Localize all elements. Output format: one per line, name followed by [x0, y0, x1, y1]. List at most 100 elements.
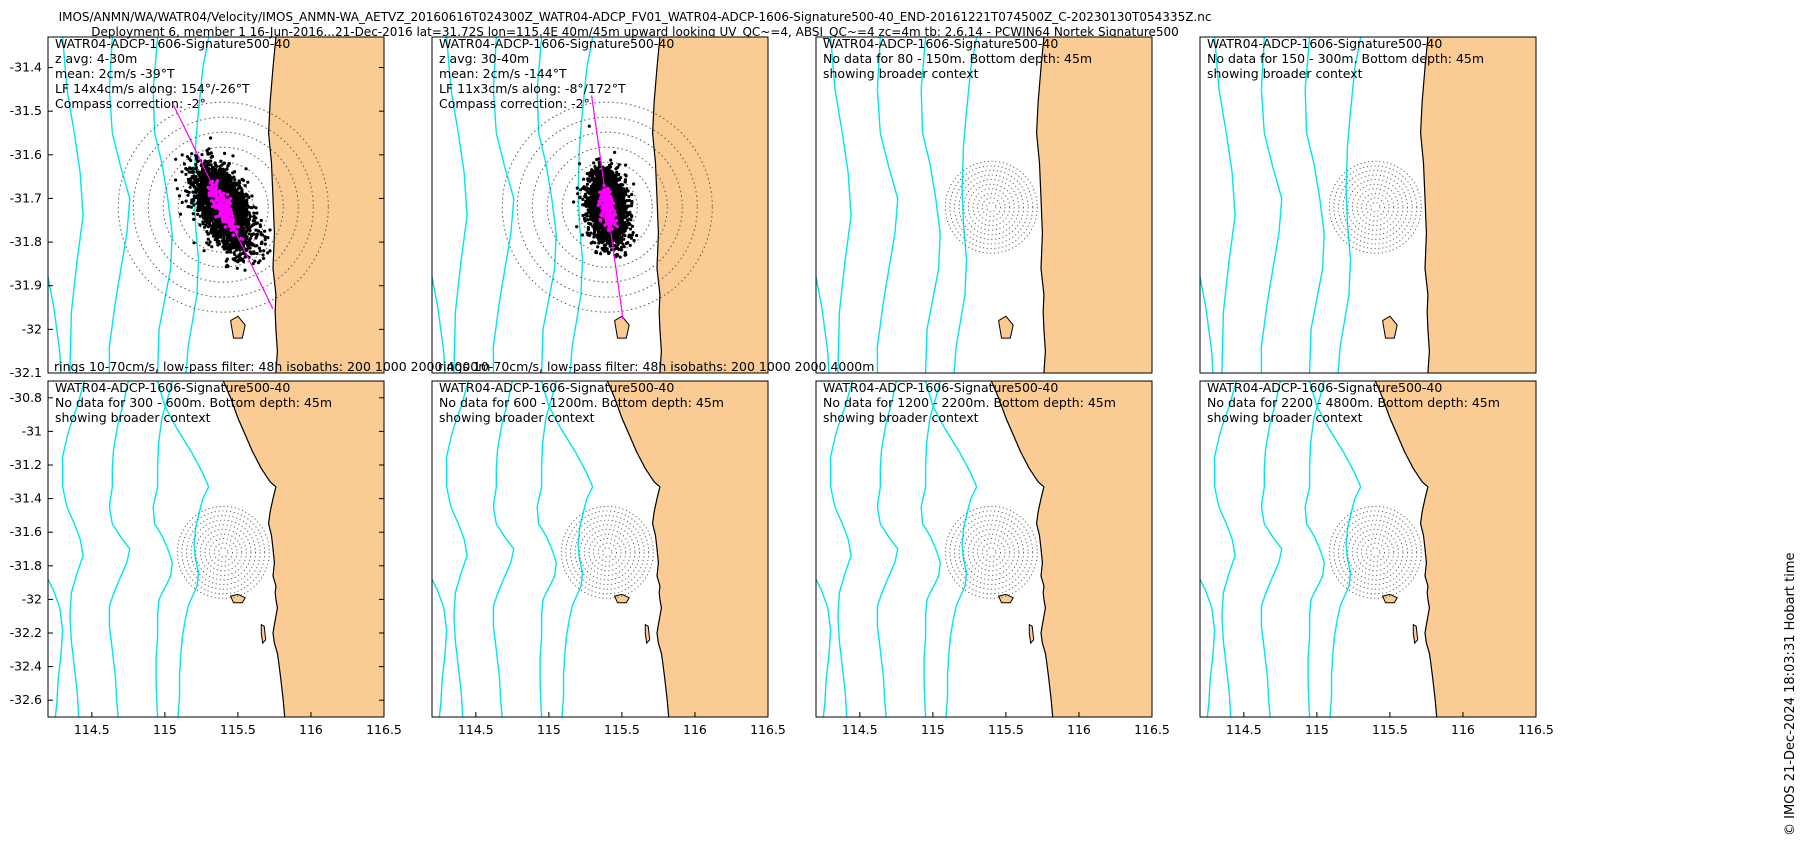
- scatter-point: [205, 230, 209, 234]
- scatter-point: [220, 239, 224, 243]
- scatter-point: [222, 236, 226, 240]
- scatter-point: [207, 196, 211, 201]
- coastline: [651, 37, 663, 373]
- speed-ring: [531, 131, 683, 283]
- station-label: WATR04-ADCP-1606-Signature500-40: [55, 36, 290, 51]
- scatter-point: [208, 159, 213, 163]
- scatter-point: [227, 184, 231, 188]
- scatter-point: [184, 199, 188, 203]
- scatter-point: [192, 194, 196, 198]
- scatter-point: [244, 231, 248, 235]
- scatter-point: [244, 239, 248, 243]
- scatter-point: [244, 217, 248, 221]
- scatter-point: [240, 234, 244, 238]
- scatter-point: [223, 186, 227, 190]
- scatter-point: [236, 260, 240, 264]
- isobath-line: [152, 37, 173, 373]
- scatter-point: [200, 212, 205, 216]
- scatter-point: [213, 238, 217, 242]
- y-tick-label: -31.9: [10, 278, 42, 293]
- y-tick-label: -32.1: [10, 365, 42, 380]
- scatter-point: [238, 203, 242, 207]
- scatter-point: [226, 173, 231, 177]
- lowpass-point: [240, 237, 245, 242]
- scatter-point: [220, 163, 224, 167]
- scatter-point: [210, 154, 214, 158]
- scatter-point: [223, 228, 227, 232]
- scatter-point: [224, 232, 228, 237]
- scatter-point: [208, 205, 212, 209]
- scatter-point: [245, 193, 249, 197]
- scatter-point: [249, 236, 253, 240]
- scatter-point: [630, 199, 634, 204]
- lowpass-point: [236, 225, 240, 229]
- scatter-point: [234, 183, 238, 187]
- lowpass-point: [221, 195, 225, 199]
- scatter-point: [582, 177, 586, 181]
- scatter-point: [227, 188, 231, 193]
- scatter-point: [206, 161, 210, 166]
- scatter-point: [226, 250, 230, 254]
- scatter-point: [174, 157, 178, 161]
- scatter-point: [226, 238, 230, 242]
- scatter-point: [628, 227, 633, 231]
- scatter-point: [617, 163, 621, 167]
- scatter-point: [191, 181, 195, 185]
- scatter-point: [224, 259, 228, 263]
- scatter-point: [620, 245, 624, 249]
- scatter-point: [200, 208, 204, 212]
- scatter-point: [577, 162, 582, 166]
- scatter-point: [238, 231, 242, 235]
- scatter-point: [252, 214, 256, 219]
- scatter-point: [258, 249, 262, 253]
- scatter-point: [204, 183, 208, 187]
- scatter-point: [240, 225, 244, 230]
- isobath-line: [447, 0, 469, 37]
- scatter-point: [198, 223, 202, 227]
- scatter-point: [263, 238, 267, 242]
- scatter-point: [246, 180, 250, 184]
- lowpass-point: [207, 193, 212, 198]
- scatter-point: [244, 236, 248, 240]
- scatter-point: [252, 222, 256, 227]
- y-tick-label: -31.5: [10, 103, 42, 118]
- scatter-point: [208, 223, 212, 227]
- scatter-point: [623, 251, 627, 255]
- isobath-line: [48, 276, 62, 373]
- scatter-point: [191, 166, 195, 170]
- scatter-point: [224, 190, 228, 194]
- scatter-point: [200, 198, 204, 202]
- scatter-point: [232, 251, 236, 255]
- y-tick-label: -31.8: [10, 234, 42, 249]
- y-tick-label: -31.6: [10, 147, 42, 162]
- scatter-point: [250, 194, 254, 198]
- info-line: z avg: 4-30m: [55, 51, 137, 66]
- scatter-point: [180, 170, 184, 174]
- scatter-point: [262, 256, 266, 260]
- scatter-point: [625, 211, 629, 215]
- scatter-point: [252, 211, 256, 215]
- along-axis-line: [173, 105, 274, 310]
- scatter-point: [174, 178, 178, 182]
- figure-title-line-1: IMOS/ANMN/WA/WATR04/Velocity/IMOS_ANMN-W…: [58, 10, 1212, 24]
- speed-ring: [501, 101, 713, 313]
- scatter-point: [210, 167, 214, 171]
- lowpass-point: [218, 211, 222, 215]
- island-rottnest: [230, 315, 246, 339]
- scatter-point: [253, 244, 257, 248]
- scatter-point: [585, 182, 590, 186]
- scatter-point: [192, 217, 196, 221]
- scatter-point: [180, 153, 184, 157]
- chart-panel-1: WATR04-ADCP-1606-Signature500-40z avg: 4…: [10, 36, 491, 380]
- scatter-point: [579, 188, 583, 192]
- scatter-point: [262, 249, 266, 253]
- scatter-point: [200, 185, 204, 189]
- scatter-point: [241, 203, 245, 207]
- scatter-point: [581, 213, 585, 218]
- speed-ring: [576, 176, 638, 238]
- scatter-point: [223, 151, 227, 155]
- scatter-point: [247, 222, 251, 226]
- scatter-point: [193, 176, 197, 180]
- scatter-point: [589, 241, 593, 245]
- scatter-point: [244, 247, 248, 251]
